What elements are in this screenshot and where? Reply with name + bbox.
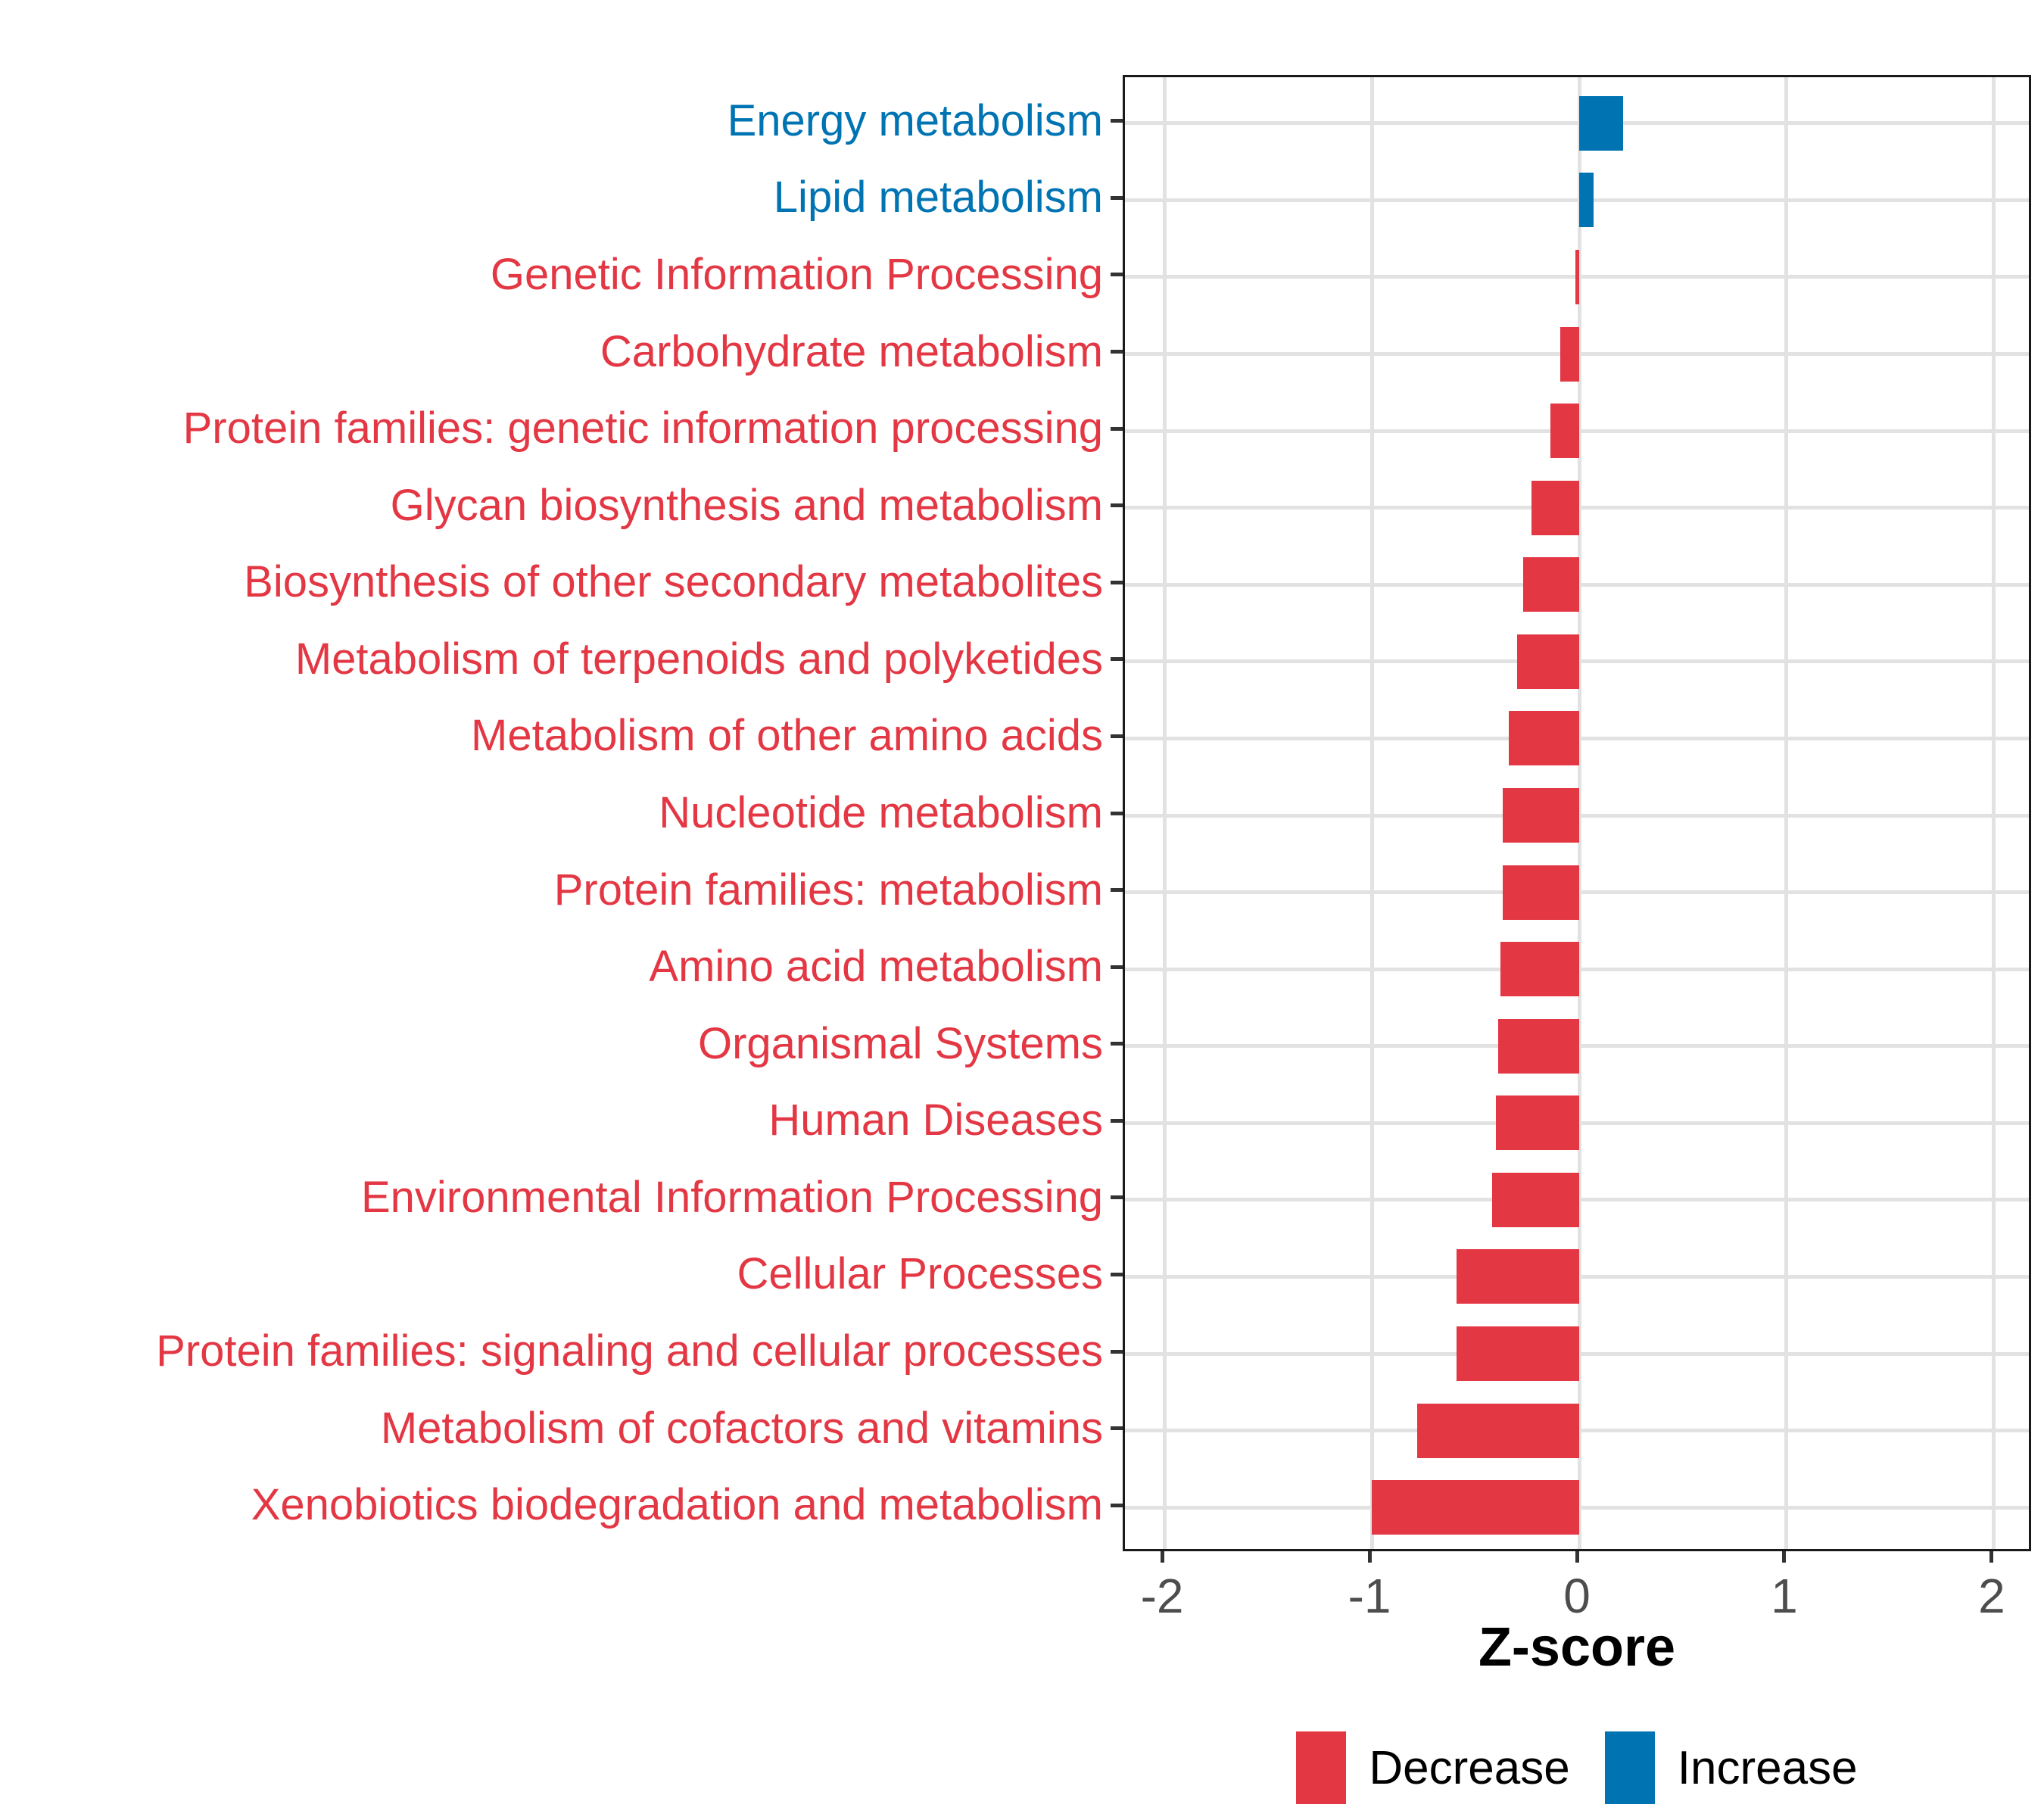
bar-increase	[1579, 173, 1594, 228]
y-tick-mark	[1111, 195, 1123, 200]
legend-item-decrease: Decrease	[1296, 1731, 1570, 1804]
x-tick-label: 0	[1563, 1569, 1591, 1623]
legend: Decrease Increase	[1123, 1730, 2031, 1806]
category-label: Metabolism of cofactors and vitamins	[380, 1403, 1103, 1453]
category-label: Energy metabolism	[727, 95, 1103, 145]
x-tick-mark	[1160, 1551, 1164, 1563]
bar-decrease	[1457, 1326, 1579, 1382]
x-tick-mark	[1367, 1551, 1372, 1563]
plot-panel	[1123, 75, 2031, 1551]
bar-decrease	[1516, 634, 1579, 689]
y-tick-mark	[1111, 1272, 1123, 1276]
x-tick-mark	[1989, 1551, 1994, 1563]
category-label: Biosynthesis of other secondary metaboli…	[244, 557, 1103, 607]
bar-decrease	[1508, 711, 1579, 766]
legend-item-increase: Increase	[1604, 1731, 1858, 1804]
category-label: Xenobiotics biodegradation and metabolis…	[251, 1480, 1103, 1530]
category-label: Protein families: genetic information pr…	[182, 404, 1103, 453]
y-tick-mark	[1111, 426, 1123, 431]
bar-decrease	[1531, 480, 1579, 535]
bar-decrease	[1502, 788, 1579, 843]
x-tick-label: 1	[1771, 1569, 1798, 1623]
x-tick-label: -2	[1140, 1569, 1184, 1623]
x-tick-mark	[1782, 1551, 1787, 1563]
x-axis-title: Z-score	[1478, 1617, 1676, 1678]
gridline-vertical	[1369, 77, 1374, 1549]
y-tick-mark	[1111, 1426, 1123, 1431]
y-tick-mark	[1111, 1042, 1123, 1046]
bar-decrease	[1496, 1095, 1579, 1151]
bar-decrease	[1560, 326, 1579, 382]
y-tick-mark	[1111, 1349, 1123, 1354]
bar-decrease	[1502, 865, 1579, 920]
gridline-horizontal	[1125, 121, 2029, 126]
y-tick-mark	[1111, 503, 1123, 508]
bar-decrease	[1500, 942, 1579, 997]
y-tick-mark	[1111, 657, 1123, 662]
category-label: Organismal Systems	[697, 1018, 1103, 1068]
y-tick-mark	[1111, 580, 1123, 584]
category-label: Environmental Information Processing	[360, 1172, 1103, 1222]
category-label: Metabolism of terpenoids and polyketides	[294, 634, 1103, 684]
category-label: Carbohydrate metabolism	[600, 326, 1103, 376]
legend-swatch-increase	[1604, 1731, 1655, 1804]
y-tick-mark	[1111, 734, 1123, 738]
legend-label: Decrease	[1369, 1741, 1570, 1794]
category-label: Human Diseases	[768, 1095, 1103, 1145]
bar-decrease	[1550, 404, 1579, 459]
bar-increase	[1579, 95, 1623, 151]
category-label: Protein families: metabolism	[553, 865, 1103, 915]
category-label: Protein families: signaling and cellular…	[156, 1326, 1103, 1376]
legend-swatch-decrease	[1296, 1731, 1347, 1804]
category-label: Glycan biosynthesis and metabolism	[390, 480, 1103, 530]
y-tick-mark	[1111, 350, 1123, 354]
bar-decrease	[1498, 1018, 1579, 1074]
category-label: Amino acid metabolism	[649, 942, 1103, 992]
gridline-vertical	[1992, 77, 1996, 1549]
bar-decrease	[1372, 1480, 1579, 1535]
bar-decrease	[1523, 557, 1579, 612]
category-label: Nucleotide metabolism	[659, 788, 1103, 837]
category-label: Genetic Information Processing	[490, 249, 1103, 299]
category-label: Lipid metabolism	[773, 173, 1103, 223]
x-tick-mark	[1575, 1551, 1579, 1563]
bar-decrease	[1491, 1172, 1579, 1227]
category-label: Metabolism of other amino acids	[471, 711, 1103, 761]
y-tick-mark	[1111, 888, 1123, 893]
gridline-vertical	[1577, 77, 1581, 1549]
x-tick-label: 2	[1978, 1569, 2005, 1623]
category-label: Cellular Processes	[737, 1249, 1103, 1299]
y-tick-mark	[1111, 811, 1123, 815]
y-tick-mark	[1111, 1195, 1123, 1200]
bar-decrease	[1417, 1403, 1579, 1458]
y-tick-mark	[1111, 965, 1123, 969]
gridline-vertical	[1162, 77, 1167, 1549]
legend-label: Increase	[1677, 1741, 1858, 1794]
gridline-horizontal	[1125, 198, 2029, 202]
y-tick-mark	[1111, 273, 1123, 277]
y-tick-mark	[1111, 1503, 1123, 1507]
x-tick-label: -1	[1348, 1569, 1391, 1623]
y-tick-mark	[1111, 1118, 1123, 1123]
bar-decrease	[1457, 1249, 1579, 1304]
y-tick-mark	[1111, 119, 1123, 123]
bar-decrease	[1575, 249, 1579, 304]
gridline-vertical	[1784, 77, 1789, 1549]
